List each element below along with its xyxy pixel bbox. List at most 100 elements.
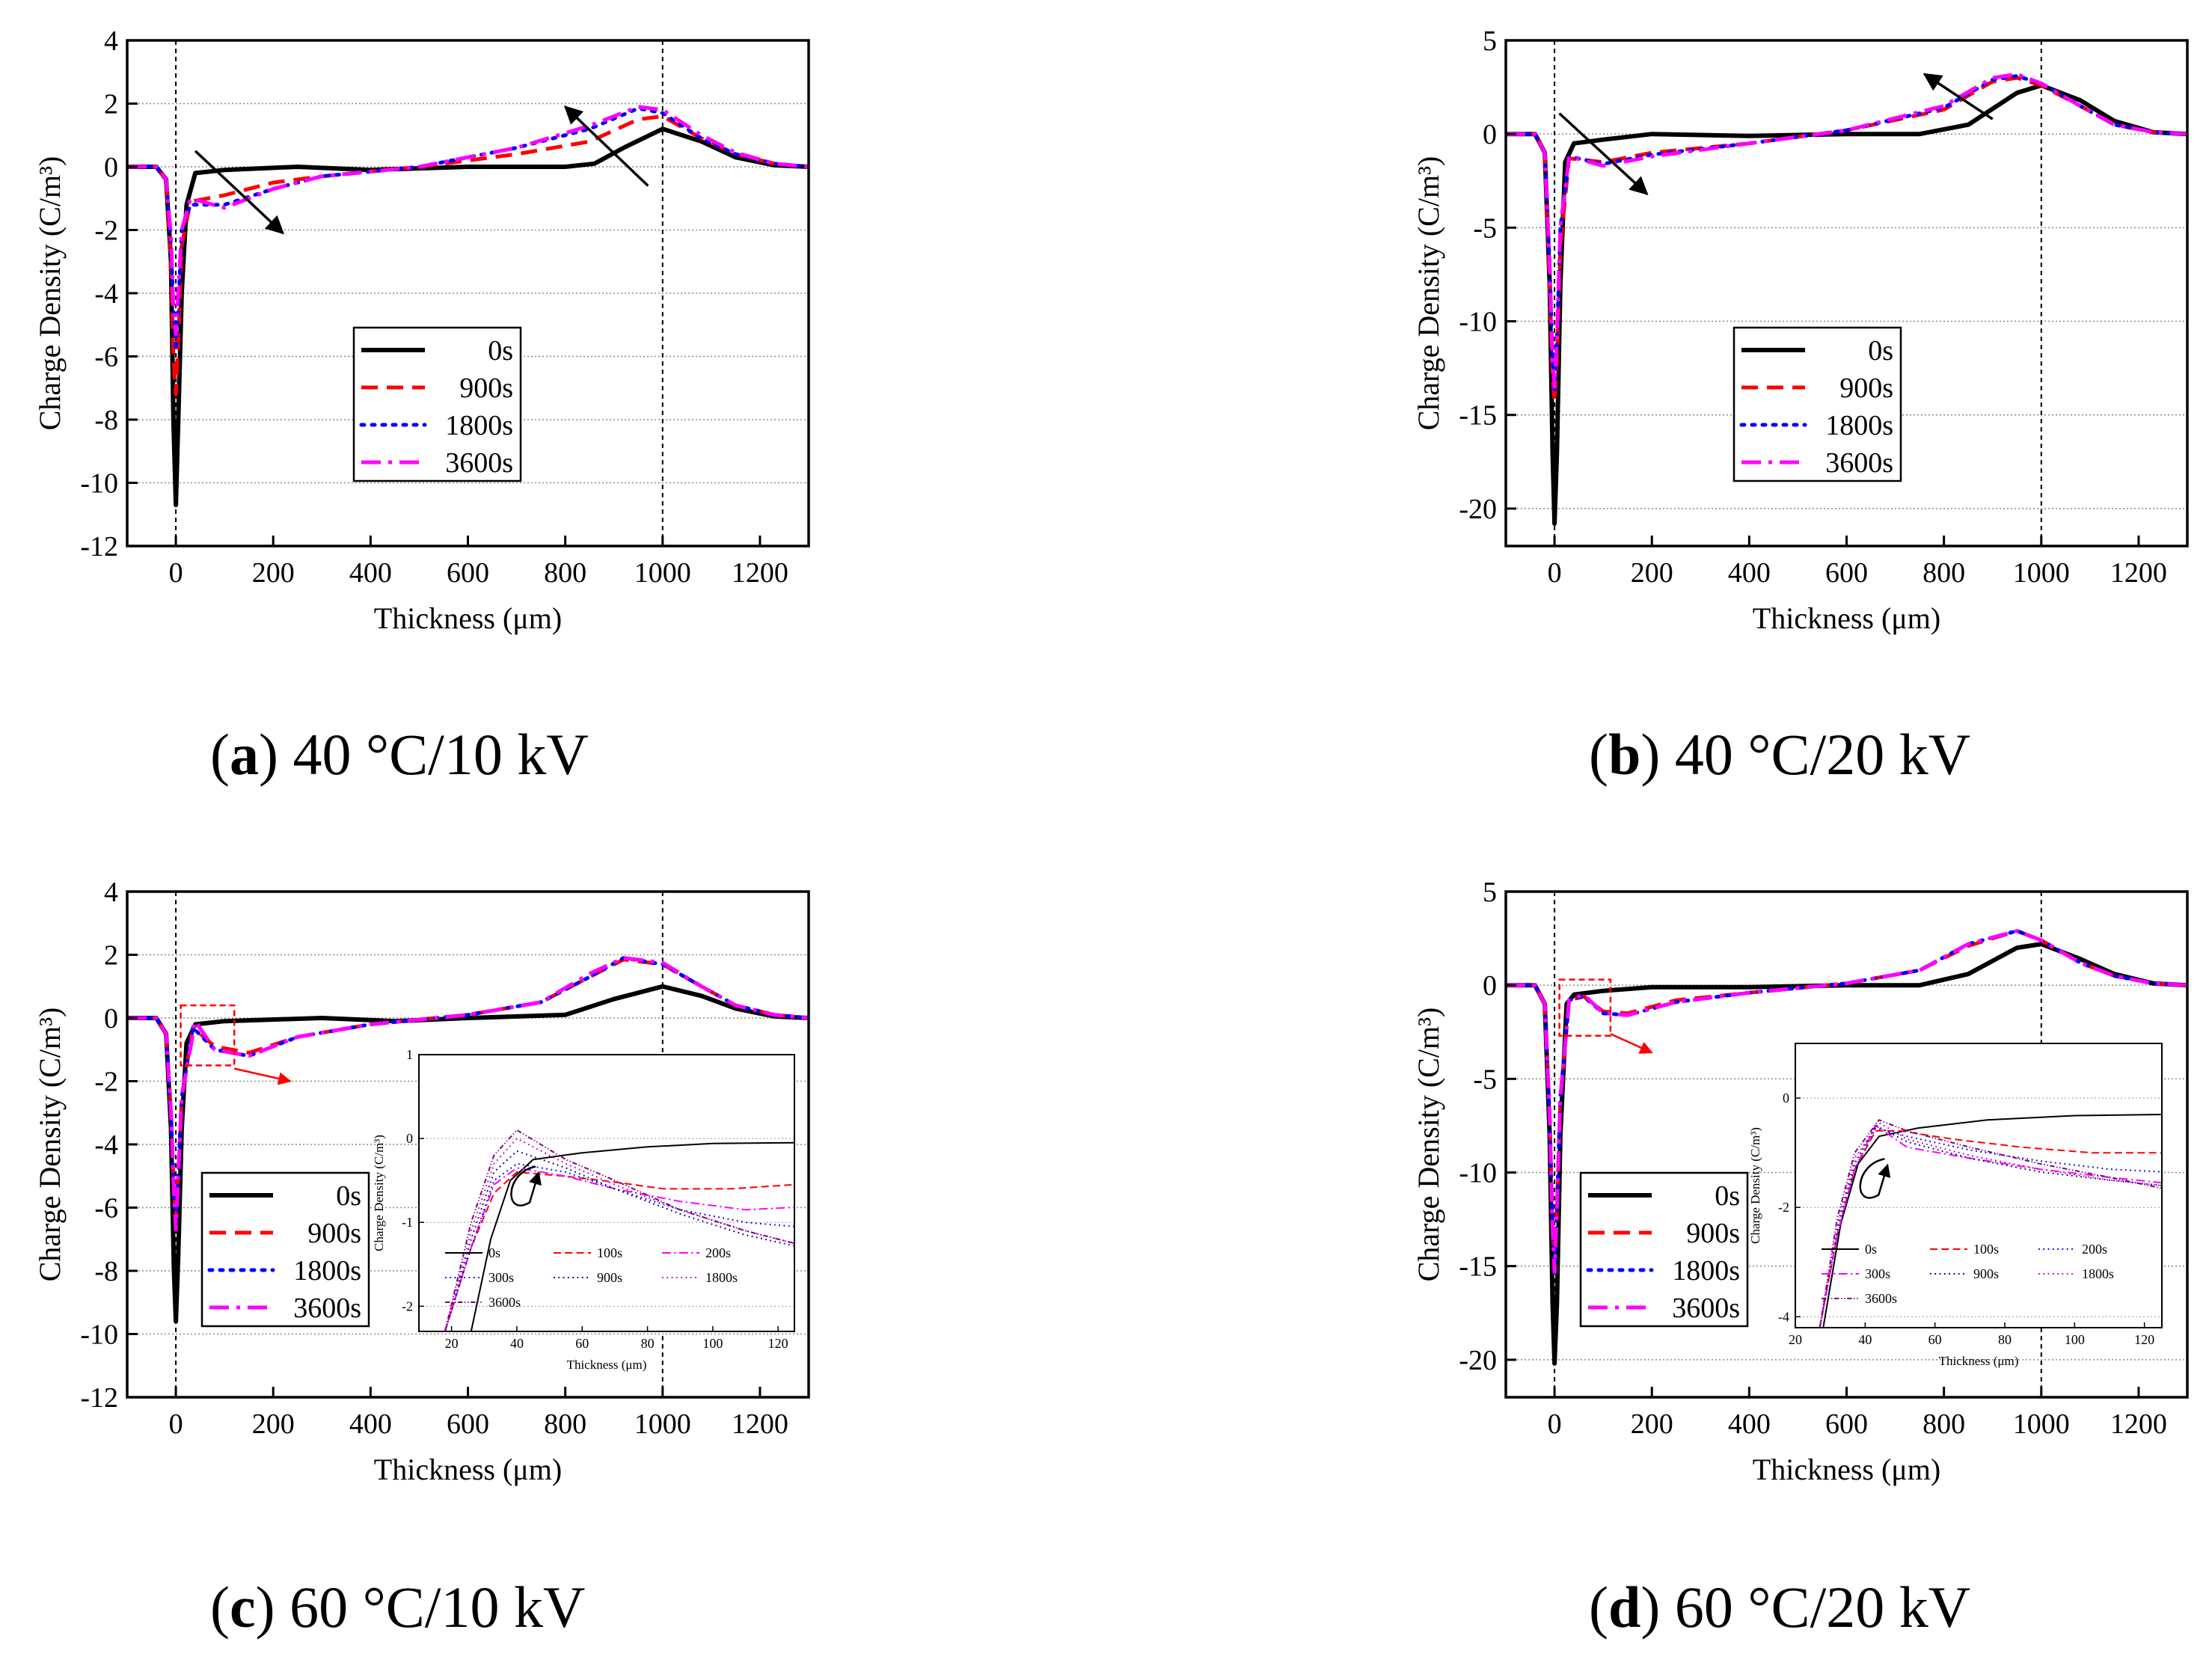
inset-series-line-200s [1819,1127,2162,1328]
y-tick-label: -10 [80,468,118,500]
y-tick-label: -2 [94,215,118,247]
inset-legend-label: 3600s [488,1295,521,1310]
inset-legend-label: 900s [597,1270,622,1285]
x-tick-label: 1000 [2013,557,2070,589]
inset-y-axis-title: Charge Density (C/m³) [1748,1127,1762,1244]
y-tick-label: 5 [1483,25,1497,57]
inset-x-tick-label: 100 [702,1336,723,1351]
series-group [127,956,809,1324]
y-tick-label: -5 [1473,1064,1497,1095]
legend-label: 1800s [445,410,513,441]
inset-series-line-3600s [444,1129,794,1331]
inset-series-line-0s [470,1141,794,1331]
y-tick-label: -20 [1459,494,1497,525]
legend-label: 3600s [445,447,513,479]
legend-label: 3600s [1672,1293,1740,1324]
inset-legend-label: 0s [1865,1242,1877,1257]
y-tick-label: -8 [94,405,118,436]
zoom-box [180,1004,236,1067]
y-tick-label: -4 [94,1129,118,1161]
x-tick-label: 1000 [2013,1408,2070,1440]
x-tick-label: 200 [1631,1408,1673,1440]
x-tick-label: 600 [447,557,489,589]
legend-label: 0s [1715,1180,1740,1212]
trend-arrow [563,105,649,187]
y-tick-label: -15 [1459,1251,1497,1283]
legend-label: 900s [459,372,513,404]
inset-x-axis-title: Thickness (μm) [567,1358,647,1372]
legend-label: 3600s [293,1293,361,1324]
y-axis-title: Charge Density (C/m³) [33,156,67,431]
x-tick-label: 400 [349,557,392,589]
zoom-box [1558,978,1612,1037]
legend-label: 1800s [1825,410,1893,441]
inset-x-tick-label: 40 [1858,1332,1872,1347]
inset-legend-label: 200s [705,1245,731,1260]
legend-label: 1800s [293,1255,361,1287]
caption-letter: a [230,722,259,787]
legend: 0s 900s 1800s 3600s [1732,326,1902,482]
y-tick-label: 4 [104,877,118,908]
inset-series-line-0s [1822,1114,2162,1328]
inset-series-group [444,1129,794,1331]
legend-label: 900s [307,1218,361,1249]
legend: 0s 900s 1800s 3600s [1579,1171,1749,1328]
y-tick-label: 0 [1483,119,1497,150]
inset-legend-label: 0s [488,1245,500,1260]
inset-series-line-1800s [444,1137,794,1331]
inset-chart: 20 40 60 80 100 120 -4 -2 0 Thickness (μm) Charge … [1748,1043,2163,1368]
inset-legend-label: 100s [1973,1242,1999,1257]
x-tick-label: 400 [1728,1408,1771,1440]
y-tick-label: -10 [1459,307,1497,338]
x-tick-label: 200 [252,1408,295,1440]
panel-caption: (d) 60 °C/20 kV [1589,1574,1970,1640]
y-tick-label: 5 [1483,877,1497,908]
y-tick-label: -5 [1473,212,1497,244]
x-tick-label: 1200 [2110,1408,2167,1440]
legend-label: 900s [1686,1218,1740,1249]
inset-x-axis-title: Thickness (μm) [1939,1354,2019,1368]
series-line-3600s [127,956,809,1232]
inset-legend-label: 1800s [705,1270,738,1285]
y-tick-label: -6 [94,342,118,373]
caption-text: ) 40 °C/10 kV [259,722,589,787]
inset-y-tick-label: 0 [1783,1091,1789,1106]
chart-panel-d: 0 200 400 600 800 1000 1200-20-15-10-505Thickn… [1412,877,2189,1640]
x-tick-label: 0 [1548,1408,1562,1440]
inset-background [419,1055,794,1331]
x-axis-title: Thickness (μm) [1753,1453,1940,1486]
inset-y-tick-label: -2 [402,1298,413,1313]
y-tick-label: -15 [1459,400,1497,432]
legend: 0s 900s 1800s 3600s [200,1171,370,1328]
inset-y-tick-label: -4 [1778,1309,1789,1324]
trend-arrow [1558,112,1649,195]
trend-arrow [1610,1033,1653,1054]
x-tick-label: 200 [252,557,295,589]
inset-series-line-900s [1819,1124,2162,1328]
inset-x-tick-label: 120 [768,1336,788,1351]
inset-chart: 20 40 60 80 100 120 -2 -1 0 1 Thickness (μm) Charge… [372,1047,795,1372]
x-tick-label: 0 [169,1408,183,1440]
inset-x-tick-label: 100 [2065,1332,2085,1347]
inset-frame [418,1054,795,1332]
caption-text: ) 60 °C/10 kV [256,1574,586,1640]
x-tick-label: 1000 [634,557,691,589]
x-tick-label: 600 [1825,1408,1868,1440]
caption-letter: b [1608,722,1640,787]
caption-letter: d [1608,1574,1640,1640]
y-tick-label: -12 [80,1382,118,1414]
inset-series-line-100s [1819,1129,2162,1328]
series-line-3600s [1506,72,2187,389]
chart-panel-a: 0 200 400 600 800 1000 1200 -12 -10 -8 -6 -4 -2 0 2 4 Th… [33,25,810,787]
inset-series-group [1819,1114,2162,1328]
inset-legend-label: 1800s [2082,1266,2114,1281]
legend-box [1579,1171,1749,1328]
legend-box [200,1171,370,1328]
trend-arrow [194,150,285,235]
y-tick-label: 0 [1483,970,1497,1002]
caption-open: ( [210,1574,230,1640]
series-group [1506,72,2187,526]
x-tick-label: 800 [1923,557,1965,589]
x-tick-label: 800 [1923,1408,1965,1440]
caption-text: ) 40 °C/20 kV [1640,722,1970,787]
